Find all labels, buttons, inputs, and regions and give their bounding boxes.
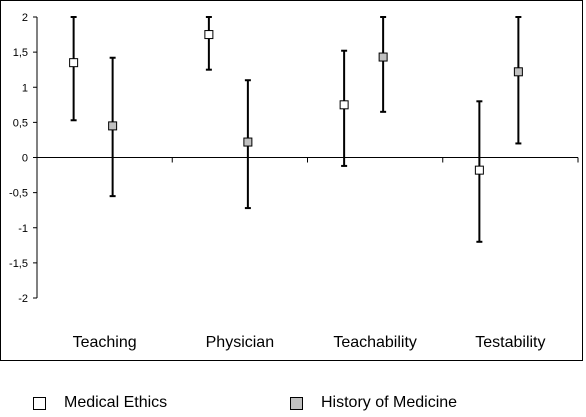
y-tick-label: 0,5 — [13, 117, 28, 129]
legend-swatch-medical-ethics — [33, 396, 46, 410]
x-category-label: Physician — [206, 334, 274, 351]
data-point-marker — [69, 58, 79, 68]
y-tick-label: -2 — [18, 293, 28, 305]
legend-item-history-of-medicine: History of Medicine — [290, 390, 457, 416]
y-tick-label: -1 — [18, 223, 28, 235]
chart-frame — [0, 0, 583, 361]
x-category-label: Teachability — [333, 334, 417, 351]
data-point-marker — [378, 52, 388, 62]
y-tick-label: 1 — [22, 82, 28, 94]
data-point-marker — [243, 137, 253, 147]
data-point-marker — [474, 165, 484, 175]
data-point-marker — [108, 121, 118, 131]
y-tick-label: -1,5 — [9, 258, 28, 270]
y-tick-label: 1,5 — [13, 47, 28, 59]
y-tick-label: 2 — [22, 12, 28, 24]
data-point-marker — [513, 67, 523, 77]
legend-label-history-of-medicine: History of Medicine — [321, 394, 458, 411]
data-point-marker — [339, 100, 349, 110]
x-category-label: Testability — [475, 334, 545, 351]
legend-item-medical-ethics: Medical Ethics — [33, 390, 167, 416]
y-tick-label: 0 — [22, 153, 28, 165]
y-tick-label: -0,5 — [9, 188, 28, 200]
legend-swatch-history-of-medicine — [290, 396, 303, 410]
x-category-label: Teaching — [73, 334, 137, 351]
data-point-marker — [204, 30, 214, 40]
legend-label-medical-ethics: Medical Ethics — [64, 394, 168, 411]
